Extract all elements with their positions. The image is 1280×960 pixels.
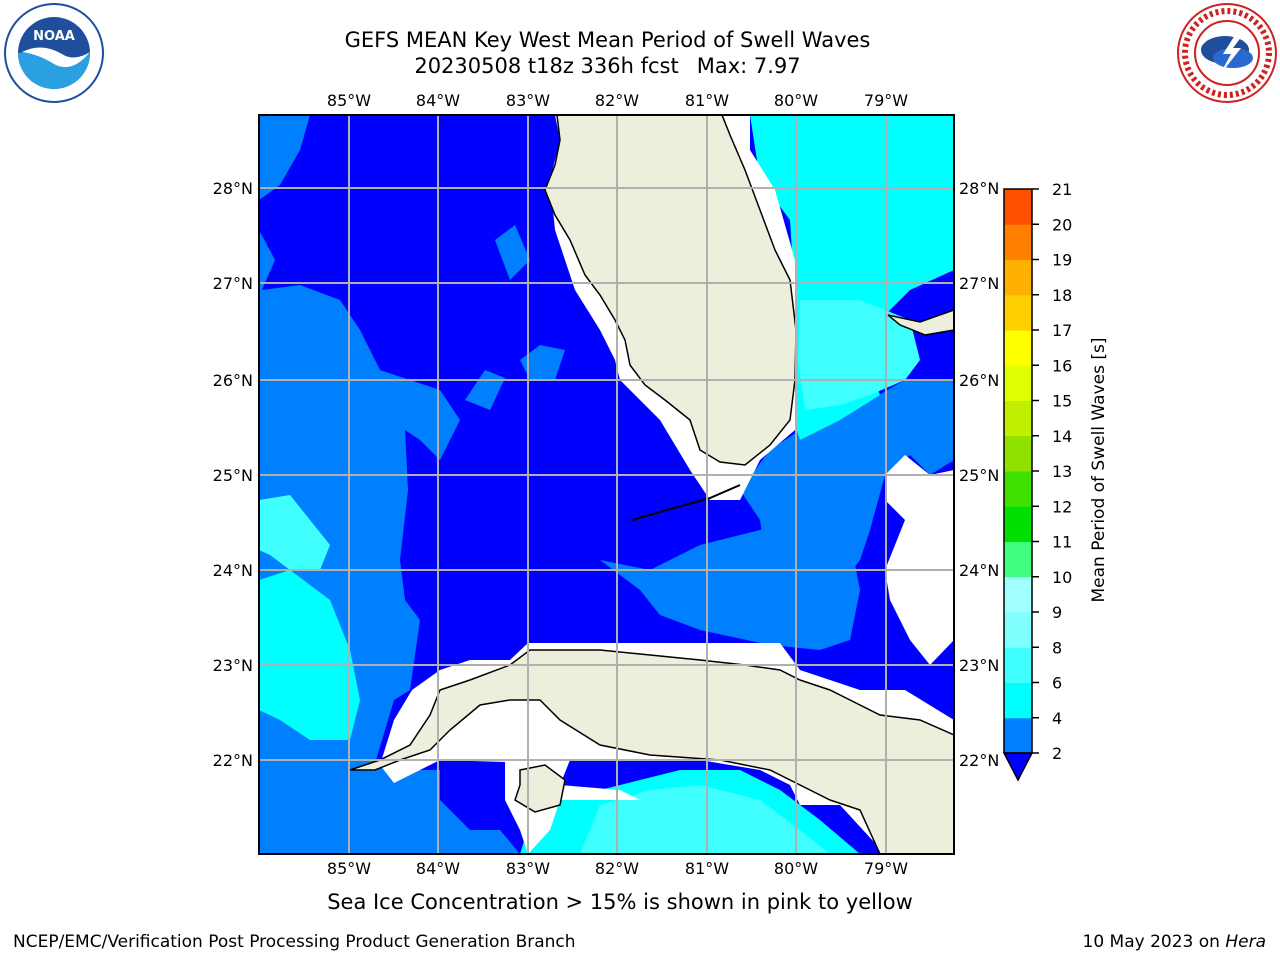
ocean-mid-blue-east xyxy=(740,380,954,610)
colorbar-swatch xyxy=(1004,294,1032,331)
ocean-mid-blue-patch3 xyxy=(495,225,530,280)
colorbar-tick-label: 16 xyxy=(1052,356,1072,375)
colorbar-swatch xyxy=(1004,224,1032,260)
ocean-light-cyan-south xyxy=(580,785,830,854)
lat-label: 26°N xyxy=(959,371,999,390)
noaa-logo-icon: NOAA xyxy=(4,3,104,103)
colorbar-swatch xyxy=(1004,506,1032,542)
colorbar-swatch xyxy=(1004,189,1032,225)
colorbar-tick-label: 12 xyxy=(1052,497,1072,516)
latitude-labels-right: 28°N 27°N 26°N 25°N 24°N 23°N 22°N xyxy=(959,179,999,770)
lat-label: 23°N xyxy=(213,656,253,675)
nodata-bahamas xyxy=(885,455,954,665)
lon-label: 84°W xyxy=(416,859,460,878)
title-line1: GEFS MEAN Key West Mean Period of Swell … xyxy=(344,28,871,52)
lat-label: 25°N xyxy=(213,466,253,485)
footer-date-text: 10 May 2023 on xyxy=(1082,932,1226,952)
lat-label: 26°N xyxy=(213,371,253,390)
footer-date: 10 May 2023 on Hera xyxy=(1083,932,1267,952)
map-title: GEFS MEAN Key West Mean Period of Swell … xyxy=(0,27,1215,53)
lat-label: 24°N xyxy=(959,561,999,580)
colorbar-swatch xyxy=(1004,471,1032,507)
lon-label: 83°W xyxy=(506,859,550,878)
lat-label: 22°N xyxy=(959,751,999,770)
land-keys xyxy=(631,484,741,521)
lat-label: 28°N xyxy=(213,179,253,198)
lon-label: 79°W xyxy=(864,859,908,878)
colorbar-tick-label: 8 xyxy=(1052,638,1062,657)
colorbar-swatch xyxy=(1004,682,1032,719)
ocean-mid-blue-north xyxy=(259,115,310,200)
colorbar-tick-label: 11 xyxy=(1052,533,1072,552)
lon-label: 85°W xyxy=(327,859,371,878)
footer-host: Hera xyxy=(1225,932,1266,952)
ocean-mid-blue-patch xyxy=(520,345,565,380)
colorbar-swatch xyxy=(1004,435,1032,472)
colorbar-swatch xyxy=(1004,400,1032,437)
lon-label: 80°W xyxy=(774,859,818,878)
lon-label: 84°W xyxy=(416,91,460,110)
lon-label: 83°W xyxy=(506,91,550,110)
colorbar-tick-label: 14 xyxy=(1052,427,1072,446)
colorbar-swatch xyxy=(1004,330,1032,366)
longitude-labels-top: 85°W 84°W 83°W 82°W 81°W 80°W 79°W xyxy=(327,91,908,110)
colorbar-swatch xyxy=(1004,259,1032,296)
colorbar-swatch xyxy=(1004,541,1032,578)
colorbar-swatch xyxy=(1004,576,1032,613)
colorbar-tick-label: 21 xyxy=(1052,180,1072,199)
sea-ice-note-text: Sea Ice Concentration > 15% is shown in … xyxy=(327,890,913,914)
lat-label: 27°N xyxy=(213,274,253,293)
lat-label: 25°N xyxy=(959,466,999,485)
latitude-labels-left: 28°N 27°N 26°N 25°N 24°N 23°N 22°N xyxy=(213,179,253,770)
max-value: Max: 7.97 xyxy=(696,54,801,78)
colorbar-tick-label: 17 xyxy=(1052,321,1072,340)
noaa-logo-text: NOAA xyxy=(33,29,75,44)
lat-label: 27°N xyxy=(959,274,999,293)
lon-label: 81°W xyxy=(685,859,729,878)
longitude-labels-bottom: 85°W 84°W 83°W 82°W 81°W 80°W 79°W xyxy=(327,859,908,878)
sea-ice-note: Sea Ice Concentration > 15% is shown in … xyxy=(0,890,1280,914)
lat-label: 24°N xyxy=(213,561,253,580)
forecast-run: 20230508 t18z 336h fcst xyxy=(414,54,679,78)
ocean-light-cyan-east xyxy=(798,300,920,410)
colorbar-label: Mean Period of Swell Waves [s] xyxy=(1089,338,1109,603)
lon-label: 79°W xyxy=(864,91,908,110)
map-panel xyxy=(259,115,954,854)
colorbar-swatch xyxy=(1004,647,1032,683)
lon-label: 81°W xyxy=(685,91,729,110)
nws-logo-icon xyxy=(1177,3,1277,103)
land-florida xyxy=(544,115,797,466)
map-frame xyxy=(258,114,955,855)
lon-label: 80°W xyxy=(774,91,818,110)
footer-branch: NCEP/EMC/Verification Post Processing Pr… xyxy=(13,932,576,952)
colorbar-tick-label: 6 xyxy=(1052,674,1062,693)
lon-label: 85°W xyxy=(327,91,371,110)
colorbar-tick-label: 4 xyxy=(1052,709,1062,728)
colorbar-tick-label: 19 xyxy=(1052,251,1072,270)
gridlines xyxy=(259,115,954,854)
colorbar-extend-arrow xyxy=(1002,752,1034,782)
ocean-light-cyan-west xyxy=(259,495,330,570)
colorbar-tick-label: 9 xyxy=(1052,603,1062,622)
colorbar-tick-label: 2 xyxy=(1052,744,1062,763)
colorbar-swatch xyxy=(1004,612,1032,648)
colorbar-tick-label: 13 xyxy=(1052,462,1072,481)
colorbar-tick-label: 15 xyxy=(1052,392,1072,411)
land-bahamas xyxy=(887,309,954,336)
colorbar-tick-label: 10 xyxy=(1052,568,1072,587)
colorbar-swatch xyxy=(1004,717,1032,754)
colorbar: 2 4 6 8 9 10 11 12 13 14 15 16 17 18 19 20 21 xyxy=(1002,180,1072,782)
lat-label: 23°N xyxy=(959,656,999,675)
colorbar-tick-label: 18 xyxy=(1052,286,1072,305)
lon-label: 82°W xyxy=(595,859,639,878)
lat-label: 28°N xyxy=(959,179,999,198)
lon-label: 82°W xyxy=(595,91,639,110)
colorbar-swatch xyxy=(1004,365,1032,401)
map-subtitle: 20230508 t18z 336h fcst Max: 7.97 xyxy=(0,53,1215,79)
colorbar-tick-label: 20 xyxy=(1052,215,1072,234)
lat-label: 22°N xyxy=(213,751,253,770)
ocean-cyan-west xyxy=(259,570,360,740)
